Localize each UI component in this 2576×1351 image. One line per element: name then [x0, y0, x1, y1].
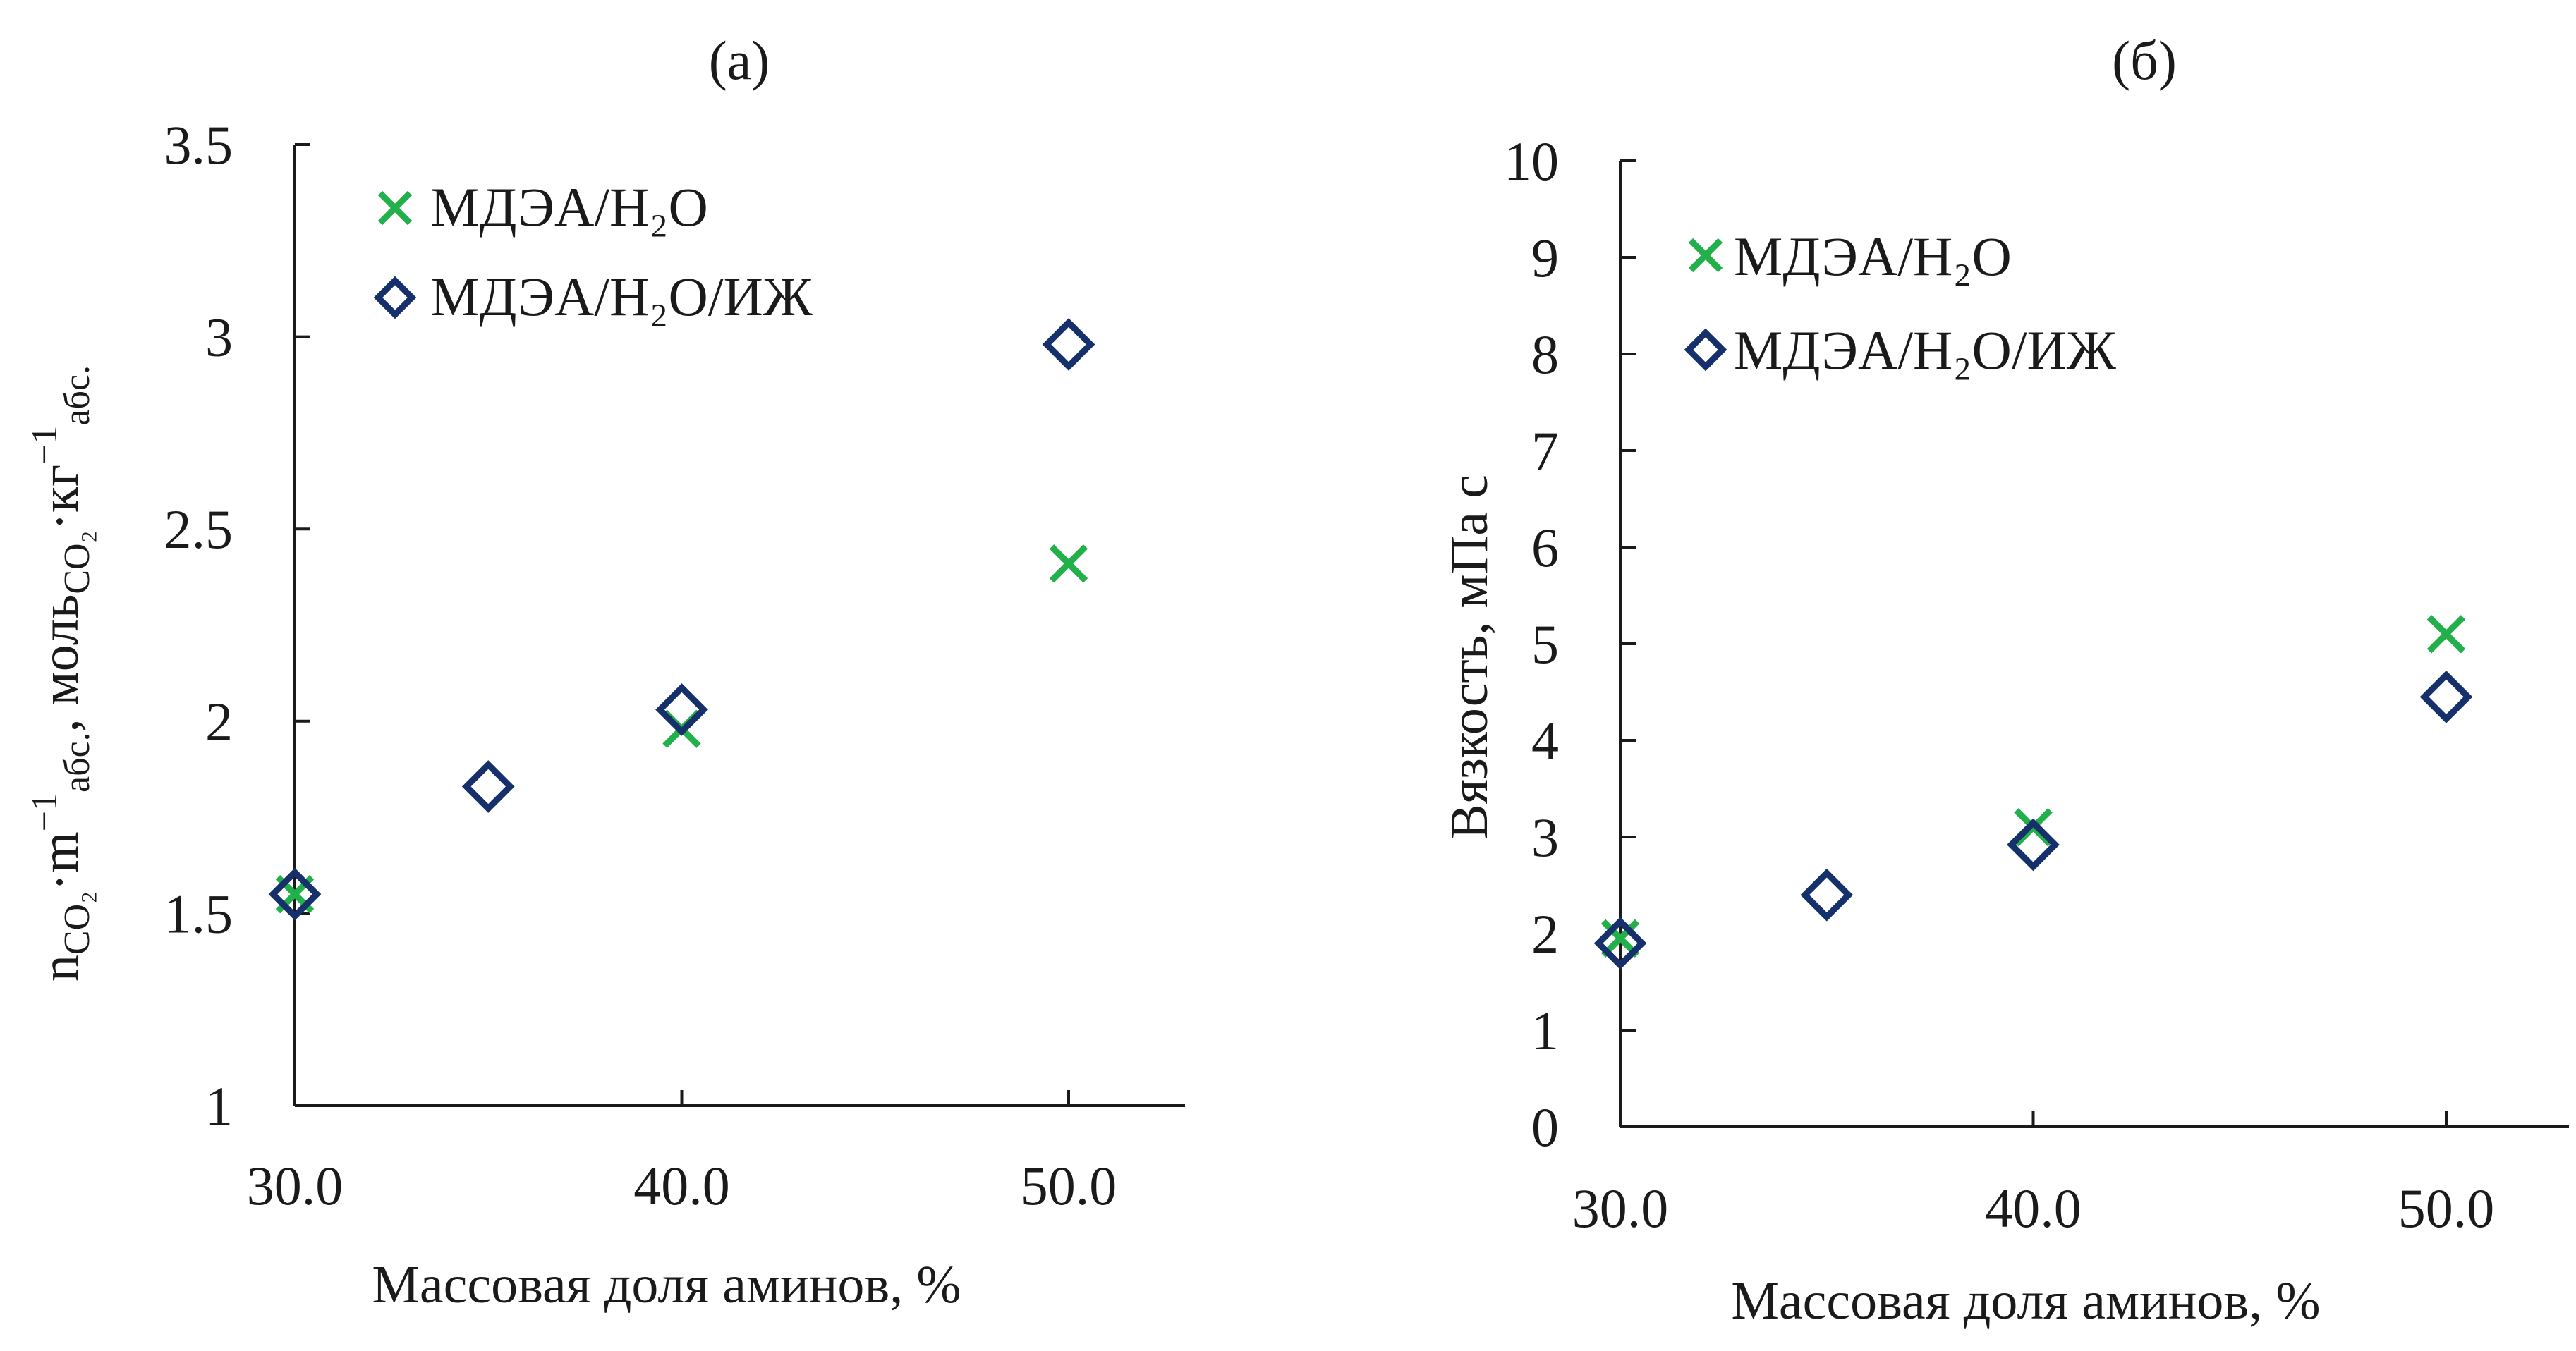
panel-b-legend: МДЭА/H₂O МДЭА/H₂O/ИЖ: [1684, 226, 2116, 381]
panel-a-legend-diamond-mark: [373, 276, 417, 319]
panel-b-y-tick-label: 1: [1531, 1000, 1559, 1061]
panel-b-x-tick-label: 30.0: [1572, 1178, 1669, 1239]
panel-a-y-tick-label: 3: [205, 307, 233, 368]
panel-a-marks: [268, 318, 1095, 921]
panel-a-y-tick-label: 2.5: [164, 499, 233, 560]
panel-a-x-tick-label: 50.0: [1021, 1155, 1117, 1216]
chart-panel-a: (a) 30.0 40.0 50.0 1 1.5 2 2.5 3 3.5 Массовая д…: [25, 30, 1185, 1314]
panel-a-y-tick-label: 2: [205, 691, 233, 752]
panel-b-series2-point: [2007, 818, 2060, 872]
panel-b-y-tick-label: 6: [1531, 517, 1559, 578]
panel-a-legend-diamond-icon: [373, 276, 417, 319]
panel-b-legend-diamond-icon: [1684, 328, 1727, 372]
panel-a-legend-label-1: МДЭА/H₂O: [430, 176, 708, 238]
panel-a-y-ticks: 1 1.5 2 2.5 3 3.5: [164, 114, 310, 1137]
panel-b-y-tick-label: 8: [1531, 324, 1559, 385]
panel-b-marks: [1593, 615, 2473, 970]
panel-b-y-axis-title: Вязкость, мПа с: [1440, 475, 1499, 840]
panel-b-y-tick-label: 10: [1504, 130, 1559, 192]
panel-b-y-tick-label: 4: [1531, 710, 1559, 771]
panel-a-legend: МДЭА/H₂O МДЭА/H₂O/ИЖ: [373, 176, 813, 327]
panel-b-label: (б): [2112, 30, 2177, 91]
chart-panel-b: (б) 30.0 40.0 50.0 0 1 2 3 4 5 6 7 8 9 10 Массовая д…: [1440, 30, 2569, 1331]
panel-b-series2-point: [2419, 670, 2473, 723]
panel-b-legend-diamond-mark: [1684, 328, 1727, 372]
panel-a-series2-point: [461, 760, 515, 813]
panel-a-series2-point: [268, 867, 322, 921]
panel-a-legend-cross-mark: [377, 190, 413, 226]
panel-a-x-tick-label: 40.0: [633, 1155, 730, 1216]
panel-b-y-tick-label: 5: [1531, 613, 1559, 675]
panel-a-x-ticks: 30.0 40.0 50.0: [247, 1090, 1117, 1216]
panel-b-x-tick-label: 40.0: [1985, 1178, 2082, 1239]
panel-b-series2-point: [1800, 868, 1854, 922]
panel-a-y-tick-label: 1.5: [164, 883, 233, 944]
panel-b-y-tick-label: 7: [1531, 420, 1559, 482]
panel-b-x-ticks: 30.0 40.0 50.0: [1572, 1111, 2495, 1239]
panel-b-y-ticks: 0 1 2 3 4 5 6 7 8 9 10: [1504, 130, 1636, 1158]
panel-b-y-tick-label: 2: [1531, 903, 1559, 965]
panel-b-x-axis-title: Массовая доля аминов, %: [1731, 1271, 2320, 1331]
panel-b-legend-cross-icon: [1688, 238, 1723, 273]
panel-a-x-axis-title: Массовая доля аминов, %: [372, 1255, 961, 1314]
panel-b-legend-label-2: МДЭА/H₂O/ИЖ: [1734, 319, 2116, 381]
panel-a-series2-point: [1042, 318, 1095, 371]
panel-a-series1-point: [1049, 544, 1088, 583]
panel-b-x-tick-label: 50.0: [2398, 1178, 2495, 1239]
panel-a-legend-label-2: МДЭА/H₂O/ИЖ: [430, 266, 813, 327]
panel-b-y-tick-label: 9: [1531, 227, 1559, 288]
panel-b-series1-point: [2426, 615, 2466, 654]
panel-b-legend-cross-mark: [1688, 238, 1723, 273]
panel-b-legend-label-1: МДЭА/H₂O: [1734, 226, 2012, 287]
panel-a-y-tick-label: 1: [205, 1075, 233, 1137]
panel-a-axes: [293, 145, 1185, 1107]
panel-a-x-tick-label: 30.0: [247, 1155, 344, 1216]
panel-a-series2-point: [655, 683, 708, 736]
panel-a-y-tick-label: 3.5: [164, 114, 233, 176]
panel-a-label: (a): [709, 30, 770, 91]
panel-a-legend-cross-icon: [377, 190, 413, 226]
panel-b-axes: [1619, 161, 2569, 1128]
panel-b-series2-point: [1593, 917, 1647, 970]
panel-b-y-tick-label: 3: [1531, 807, 1559, 868]
panel-b-y-tick-label: 0: [1531, 1096, 1559, 1158]
panel-a-y-axis-title: nCO₂·m−1абс., мольCO₂·кг−1абс.: [25, 365, 97, 982]
